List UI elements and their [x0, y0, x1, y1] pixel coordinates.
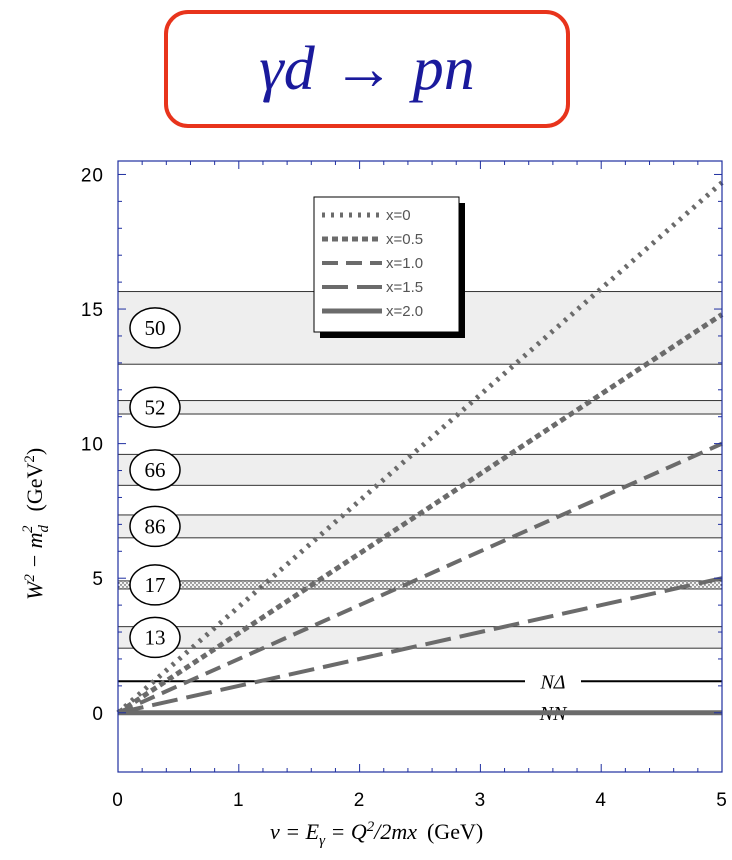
- band-86: [117, 514, 723, 539]
- y-tick-label-20: 20: [81, 165, 104, 186]
- y-tick-label-0: 0: [92, 704, 104, 725]
- badge-label-50: 50: [145, 316, 166, 340]
- plot-frame: [117, 160, 723, 773]
- x-tick-label-5: 5: [716, 790, 728, 811]
- x-tick-label-3: 3: [475, 790, 487, 811]
- y-tick-label-5: 5: [92, 569, 104, 590]
- x-tick-label-4: 4: [595, 790, 607, 811]
- title-arrow: →: [332, 34, 395, 103]
- badge-13: [129, 616, 181, 659]
- threshold-label-NΔ: NΔ: [539, 671, 565, 693]
- x-tick-label-0: 0: [112, 790, 124, 811]
- svg-text:W2 − md2(GeV2): W2 − md2(GeV2): [20, 448, 52, 600]
- x-axis-sub: γ: [319, 833, 326, 849]
- title-box: γd → pn: [164, 10, 570, 128]
- badge-label-17: 17: [145, 573, 166, 597]
- y-axis-title: W2 − md2(GeV2): [20, 448, 52, 600]
- legend-label-2: x=1.0: [386, 255, 423, 272]
- badges-layer: 50 52 66 86 17 13: [129, 307, 181, 659]
- legend: x=0 x=0.5 x=1.0 x=1.5 x=2.0: [313, 196, 465, 338]
- badge-label-66: 66: [145, 458, 166, 482]
- y-tick-label-10: 10: [81, 435, 104, 456]
- badge-label-52: 52: [145, 395, 166, 419]
- series-layer: [116, 180, 724, 716]
- y-tick-label-15: 15: [81, 300, 104, 321]
- threshold-mask-NΔ: [525, 669, 581, 694]
- x-axis-nu: ν = E: [270, 819, 320, 844]
- band-52: [117, 400, 723, 415]
- legend-label-3: x=1.5: [386, 279, 423, 296]
- badge-label-13: 13: [145, 625, 166, 649]
- series-line-3: [117, 576, 723, 715]
- title-rhs: pn: [412, 34, 475, 103]
- legend-label-0: x=0: [386, 207, 411, 224]
- x-axis-title: ν = Eγ = Q2/2mx (GeV): [270, 819, 483, 849]
- badge-86: [129, 505, 181, 548]
- series-line-1: [116, 312, 724, 715]
- title-lhs: γd: [259, 34, 315, 103]
- badge-label-86: 86: [145, 514, 166, 538]
- badge-66: [129, 449, 181, 491]
- band-66: [117, 453, 723, 486]
- badge-52: [129, 386, 181, 429]
- x-tick-label-2: 2: [354, 790, 366, 811]
- legend-label-4: x=2.0: [386, 303, 423, 320]
- x-tick-label-1: 1: [233, 790, 245, 811]
- legend-label-1: x=0.5: [386, 231, 423, 248]
- band-17: [117, 580, 723, 590]
- badge-17: [129, 564, 181, 606]
- badge-50: [129, 307, 181, 349]
- series-line-2: [117, 441, 723, 715]
- band-13: [117, 626, 723, 649]
- bands-layer: [117, 291, 723, 649]
- frame-layer: [117, 160, 723, 773]
